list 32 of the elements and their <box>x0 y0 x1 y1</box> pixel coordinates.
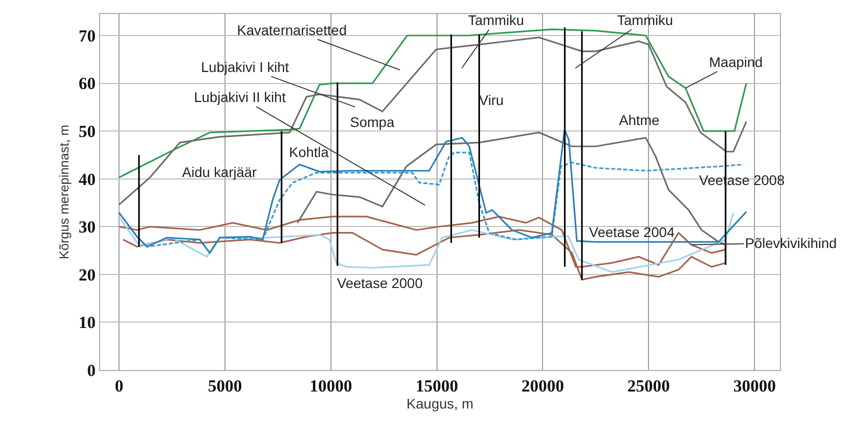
annotation: Põlevkivikihind <box>745 235 837 251</box>
annotation: Veetase 2004 <box>589 224 675 240</box>
x-tick-label: 15000 <box>416 376 458 396</box>
y-tick-label: 20 <box>78 265 96 284</box>
annotation: Lubjakivi I kiht <box>201 59 290 75</box>
annotation: Tammiku <box>468 12 524 28</box>
annotation: Sompa <box>350 114 395 130</box>
line-series <box>118 212 734 273</box>
x-tick-label: 0 <box>114 376 124 396</box>
annotation: Maapind <box>709 54 763 70</box>
x-tick-label: 25000 <box>627 376 670 396</box>
annotation: Aidu karjäär <box>182 164 258 180</box>
y-tick-label: 0 <box>87 360 96 380</box>
annotation: Veetase 2000 <box>337 275 423 291</box>
annotation: Tammiku <box>617 12 674 28</box>
y-tick-label: 50 <box>78 122 96 142</box>
y-axis-title: Kõrgus merepinnast, m <box>56 124 72 260</box>
y-tick-label: 40 <box>78 170 96 189</box>
annotation: Kohtla <box>289 144 329 160</box>
x-tick-label: 10000 <box>310 376 352 396</box>
annotation: Ahtme <box>619 112 660 128</box>
line-series <box>118 128 748 254</box>
y-tick-label: 10 <box>78 313 96 332</box>
y-tick-label: 60 <box>78 74 96 94</box>
y-tick-label: 30 <box>78 218 96 237</box>
x-axis-title: Kaugus, m <box>406 396 474 412</box>
y-tick-label: 70 <box>78 26 96 46</box>
annotation: Lubjakivi II kiht <box>194 89 286 105</box>
x-tick-label: 20000 <box>521 376 564 396</box>
x-tick-label: 5000 <box>208 376 242 396</box>
annotation: Kavaternarisetted <box>237 22 347 38</box>
x-tick-label: 30000 <box>733 376 776 396</box>
